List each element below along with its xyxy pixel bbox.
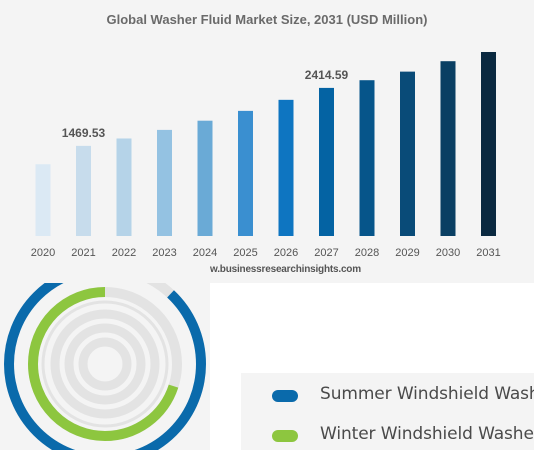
data-label: 2414.59 — [305, 68, 349, 82]
chart-title: Global Washer Fluid Market Size, 2031 (U… — [106, 12, 428, 27]
bar-2022 — [116, 138, 132, 236]
bar-2029 — [400, 71, 415, 236]
data-label: 1469.53 — [62, 126, 106, 140]
background-ring — [78, 337, 132, 391]
bar-2020 — [35, 164, 51, 236]
radial-chart-panel — [0, 283, 210, 450]
bar-2030 — [440, 61, 456, 237]
x-tick-label: 2031 — [476, 247, 500, 259]
bar-2021 — [76, 145, 91, 236]
bar-2025 — [238, 110, 253, 236]
bar-2024 — [197, 120, 213, 236]
bar-2028 — [359, 80, 375, 236]
bar-2026 — [278, 99, 294, 236]
legend-swatch-summer — [272, 390, 298, 402]
x-tick-label: 2028 — [355, 247, 379, 259]
x-tick-label: 2027 — [314, 247, 338, 259]
x-tick-label: 2029 — [395, 247, 419, 259]
legend-label-summer: Summer Windshield Washer — [320, 384, 534, 404]
x-tick-label: 2022 — [112, 247, 136, 259]
x-tick-label: 2020 — [31, 247, 55, 259]
bar-chart-panel: Global Washer Fluid Market Size, 2031 (U… — [0, 0, 534, 283]
radial-chart — [4, 283, 206, 450]
bar-2027 — [319, 87, 334, 236]
bar-chart: 2020 2021 1469.53 2022 2023 2024 2025 2026 2027 2… — [31, 52, 501, 259]
arc-summer — [4, 283, 206, 450]
legend-swatch-winter — [272, 430, 298, 442]
x-tick-label: 2023 — [152, 247, 176, 259]
background-ring — [41, 300, 169, 428]
legend-label-winter: Winter Windshield Washer — [320, 424, 534, 444]
x-tick-label: 2021 — [71, 247, 95, 259]
source-watermark: w.businessresearchinsights.com — [210, 264, 361, 275]
background-ring — [64, 323, 146, 405]
radial-legend: Summer Windshield Washer Winter Windshie… — [241, 373, 534, 450]
x-tick-label: 2025 — [233, 247, 257, 259]
background-ring — [50, 309, 160, 419]
arc-winter — [28, 287, 182, 441]
bar-2023 — [157, 129, 172, 236]
bar-2031 — [481, 52, 496, 236]
x-tick-label: 2026 — [274, 247, 298, 259]
x-tick-label: 2030 — [436, 247, 460, 259]
x-tick-label: 2024 — [193, 247, 217, 259]
